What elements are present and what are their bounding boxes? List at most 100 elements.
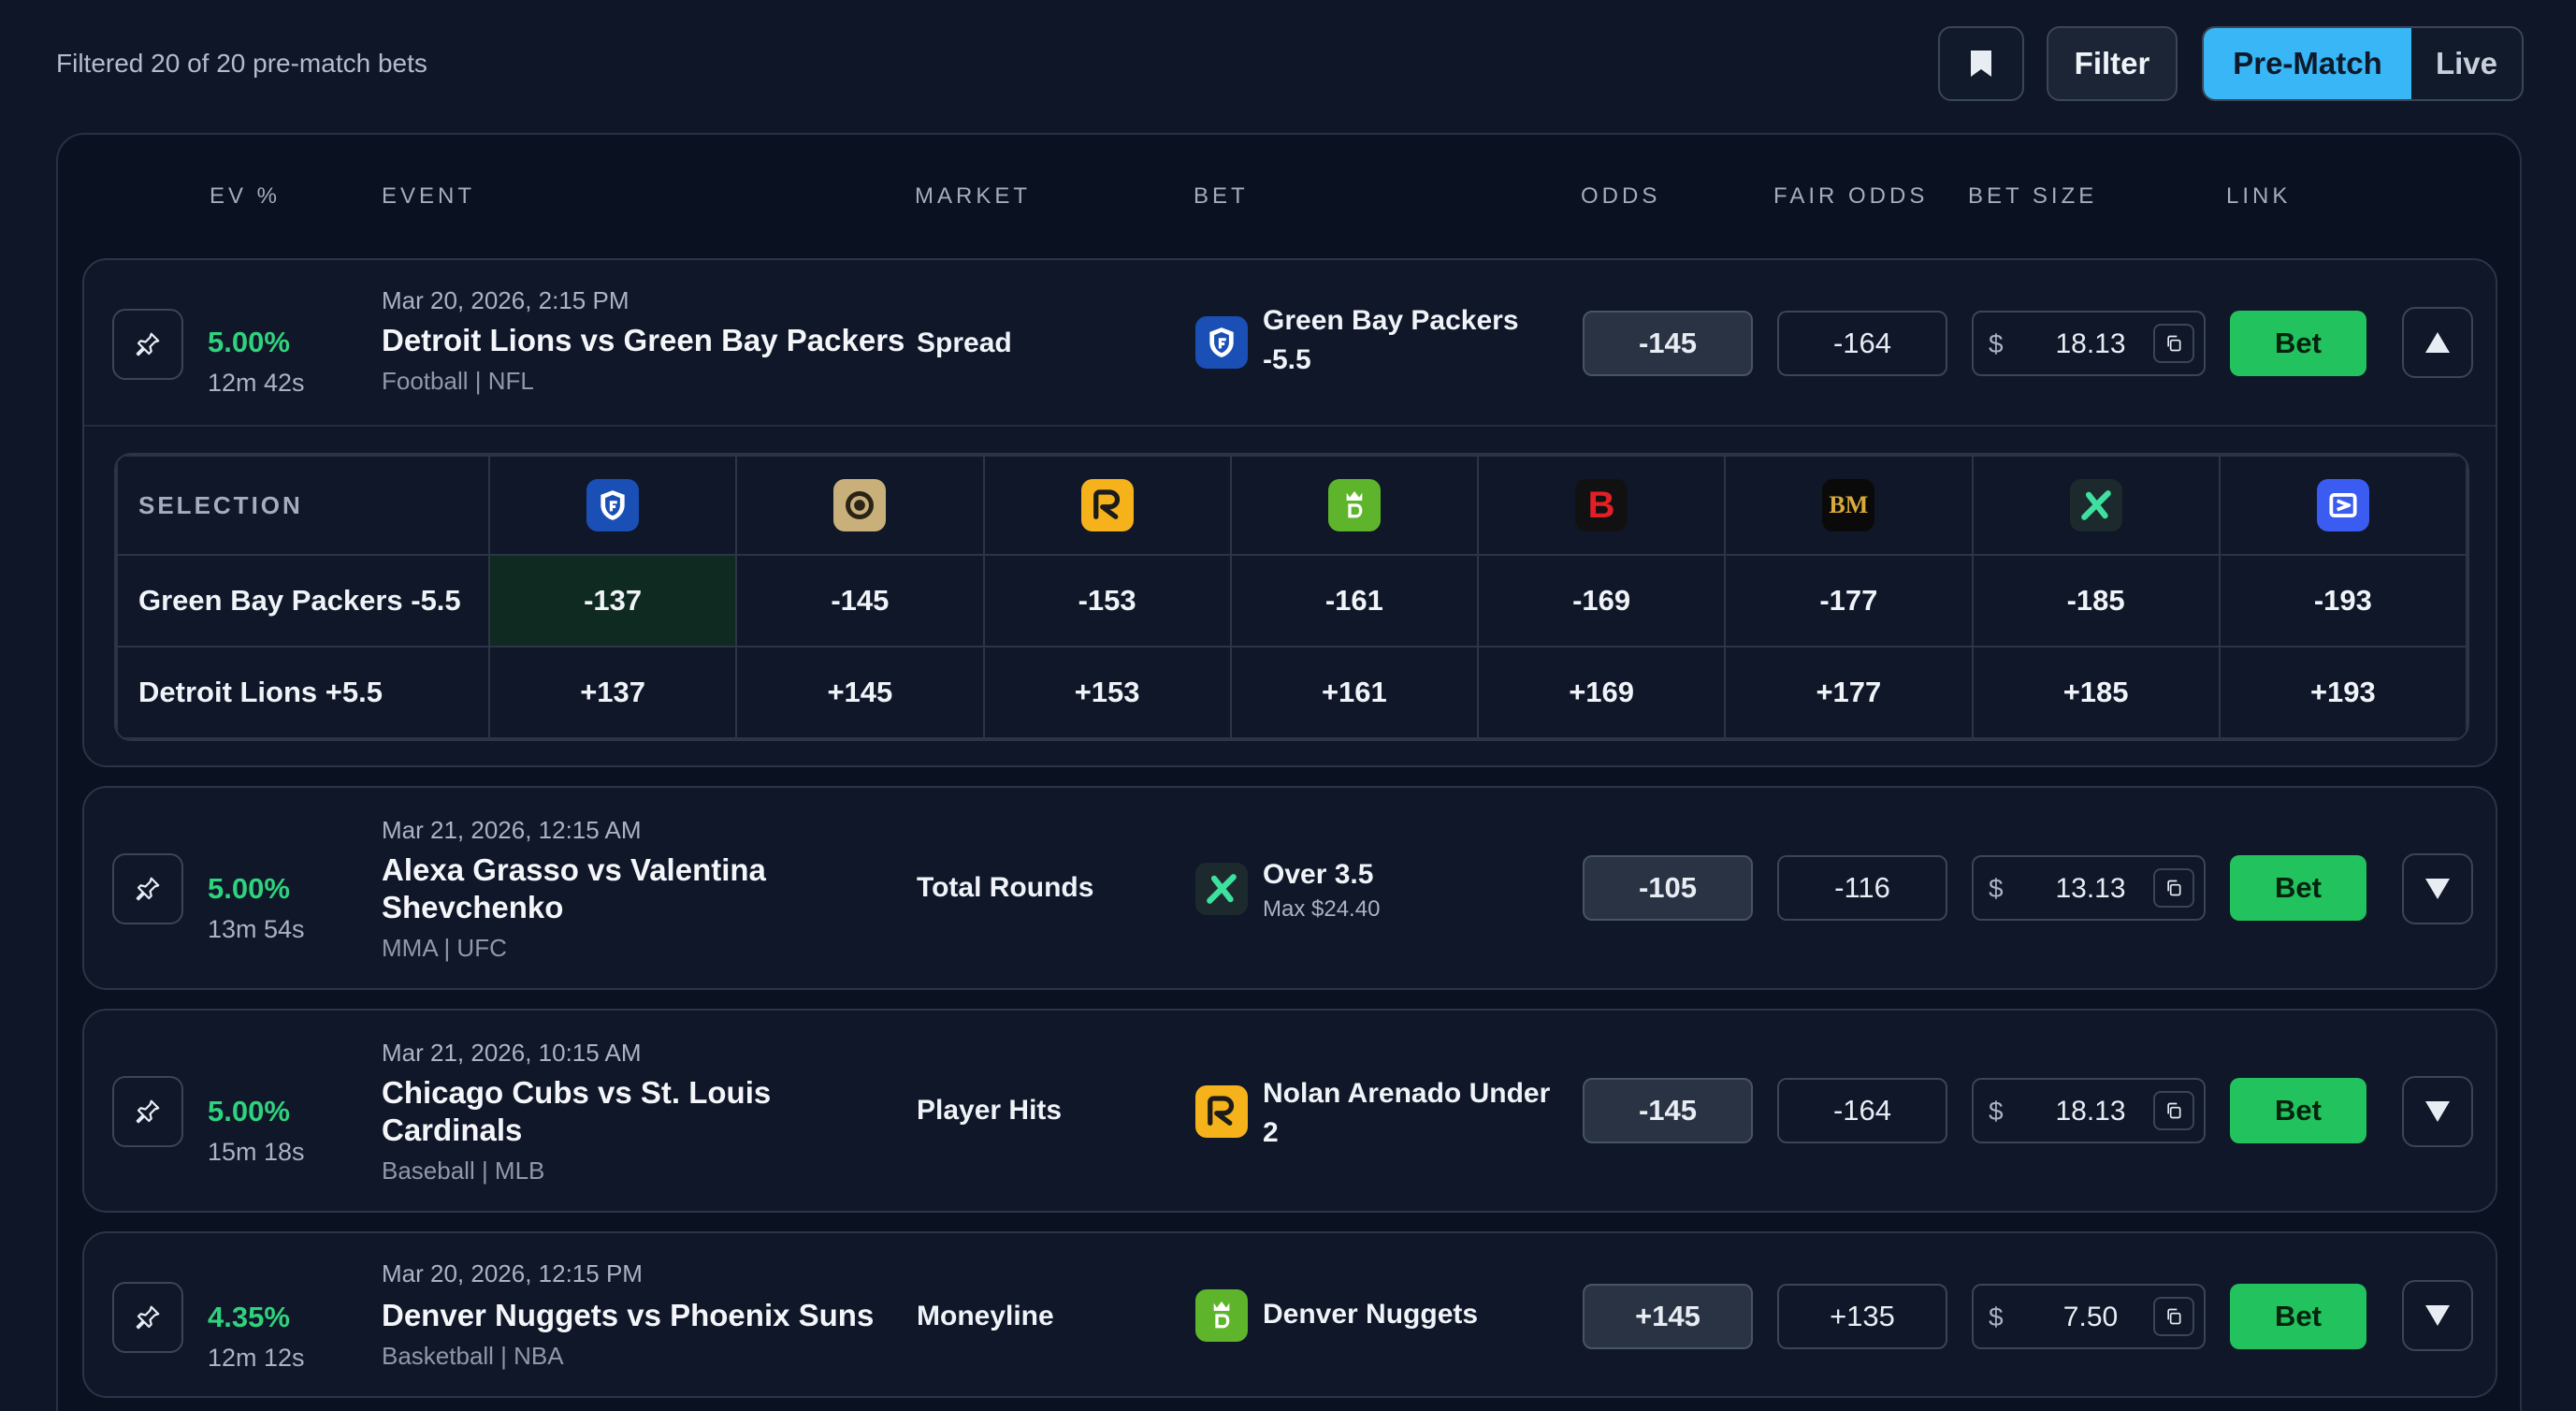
book-col-fanduel — [487, 455, 738, 556]
pin-button[interactable] — [112, 1282, 183, 1353]
column-header-odds[interactable]: ODDS — [1581, 183, 1661, 209]
copy-icon — [2167, 1102, 2181, 1119]
betonline-icon: B — [1575, 479, 1628, 531]
bet-selection: Green Bay Packers -5.5 — [1263, 305, 1519, 375]
odds-cell[interactable]: -153 — [982, 554, 1232, 647]
bet-row: 5.00% 15m 18s Mar 21, 2026, 10:15 AM Chi… — [82, 1009, 2497, 1213]
odds-cell[interactable]: +185 — [1971, 646, 2221, 739]
pin-button[interactable] — [112, 1076, 183, 1147]
bet-button[interactable]: Bet — [2230, 855, 2366, 921]
copy-icon — [2167, 880, 2181, 896]
event-league: MMA | UFC — [382, 934, 507, 962]
ev-percent: 5.00% — [208, 1095, 290, 1127]
odds-cell[interactable]: +161 — [1229, 646, 1480, 739]
chevron-up-icon — [2425, 332, 2450, 353]
copy-icon — [2167, 1308, 2181, 1325]
odds-cell[interactable]: -161 — [1229, 554, 1480, 647]
event-league: Basketball | NBA — [382, 1342, 564, 1370]
column-header-event[interactable]: EVENT — [382, 183, 476, 209]
tab-pre-match[interactable]: Pre-Match — [2204, 28, 2411, 99]
odds-cell[interactable]: -177 — [1724, 554, 1974, 647]
bet-row: 4.35% 12m 12s Mar 20, 2026, 12:15 PM Den… — [82, 1231, 2497, 1398]
column-header-bet[interactable]: BET — [1194, 183, 1249, 209]
draftkings-icon — [1195, 1289, 1248, 1342]
odds-cell[interactable]: +137 — [487, 646, 738, 739]
fair-odds-value: +135 — [1777, 1284, 1947, 1349]
bet-age: 12m 12s — [208, 1344, 305, 1372]
selection-row: Detroit Lions +5.5 +137 +145 +153 +161 +… — [116, 646, 2467, 739]
filter-button[interactable]: Filter — [2047, 26, 2178, 101]
odds-cell[interactable]: +153 — [982, 646, 1232, 739]
bet-size-field[interactable]: $ 7.50 — [1972, 1284, 2206, 1349]
bet-size-amount[interactable]: 18.13 — [2055, 328, 2126, 359]
bet-button[interactable]: Bet — [2230, 1078, 2366, 1143]
odds-cell[interactable]: -193 — [2218, 554, 2467, 647]
bet-selection: Over 3.5 — [1263, 859, 1374, 890]
collapse-button[interactable] — [2402, 307, 2473, 378]
ev-percent: 4.35% — [208, 1301, 290, 1333]
bet-size-field[interactable]: $ 13.13 — [1972, 855, 2206, 921]
bookmark-icon — [1971, 51, 1991, 77]
draftkings-icon — [1327, 479, 1381, 531]
bm-book-icon: BM — [1822, 479, 1875, 531]
column-header-ev[interactable]: EV % — [210, 183, 282, 209]
market-name: Player Hits — [917, 1095, 1063, 1126]
selection-label: Green Bay Packers -5.5 — [116, 554, 490, 647]
copy-button[interactable] — [2153, 1091, 2194, 1130]
max-bet: Max $24.40 — [1263, 896, 1381, 922]
tab-live[interactable]: Live — [2435, 46, 2498, 80]
odds-cell[interactable]: -185 — [1971, 554, 2221, 647]
pin-button[interactable] — [112, 853, 183, 924]
odds-cell-best[interactable]: -137 — [487, 554, 738, 647]
expand-button[interactable] — [2402, 1280, 2473, 1351]
x-book-icon — [1195, 863, 1248, 915]
ev-percent: 5.00% — [208, 326, 290, 358]
bet-button[interactable]: Bet — [2230, 311, 2366, 376]
bookmark-button[interactable] — [1938, 26, 2024, 101]
currency-symbol: $ — [1989, 329, 2004, 358]
bet-size-amount[interactable]: 13.13 — [2055, 873, 2126, 904]
r-book-icon — [1195, 1085, 1248, 1138]
odds-cell[interactable]: +145 — [735, 646, 985, 739]
fanduel-icon — [586, 479, 640, 531]
odds-cell[interactable]: +193 — [2218, 646, 2467, 739]
bet-size-field[interactable]: $ 18.13 — [1972, 311, 2206, 376]
event-date: Mar 21, 2026, 12:15 AM — [382, 816, 642, 844]
book-col-r — [982, 455, 1232, 556]
odds-cell[interactable]: +169 — [1476, 646, 1727, 739]
selection-label: Detroit Lions +5.5 — [116, 646, 490, 739]
bet-size-amount[interactable]: 18.13 — [2055, 1096, 2126, 1127]
odds-value: -105 — [1583, 855, 1753, 921]
book-col-betonline: B — [1476, 455, 1727, 556]
event-date: Mar 20, 2026, 2:15 PM — [382, 286, 630, 314]
bet-size-field[interactable]: $ 18.13 — [1972, 1078, 2206, 1143]
bet-button[interactable]: Bet — [2230, 1284, 2366, 1349]
column-header-market[interactable]: MARKET — [915, 183, 1032, 209]
ev-percent: 5.00% — [208, 872, 290, 905]
odds-cell[interactable]: -169 — [1476, 554, 1727, 647]
pin-icon — [136, 332, 160, 356]
expand-button[interactable] — [2402, 853, 2473, 924]
bet-size-amount[interactable]: 7.50 — [2062, 1302, 2119, 1332]
blue-book-icon — [2316, 479, 2369, 531]
column-header-bet-size[interactable]: BET SIZE — [1968, 183, 2098, 209]
copy-button[interactable] — [2153, 324, 2194, 363]
expand-button[interactable] — [2402, 1076, 2473, 1147]
odds-cell[interactable]: +177 — [1724, 646, 1974, 739]
bet-age: 15m 18s — [208, 1138, 305, 1166]
pin-button[interactable] — [112, 309, 183, 380]
book-col-bm: BM — [1724, 455, 1974, 556]
bet-row-expanded: 5.00% 12m 42s Mar 20, 2026, 2:15 PM Detr… — [82, 258, 2497, 767]
copy-button[interactable] — [2153, 1297, 2194, 1336]
odds-cell[interactable]: -145 — [735, 554, 985, 647]
bet-age: 12m 42s — [208, 369, 305, 397]
currency-symbol: $ — [1989, 1097, 2004, 1126]
copy-button[interactable] — [2153, 868, 2194, 908]
event-title: Alexa Grasso vs Valentina Shevchenko — [382, 852, 766, 924]
column-header-fair-odds[interactable]: FAIR ODDS — [1773, 183, 1929, 209]
bet-row: 5.00% 13m 54s Mar 21, 2026, 12:15 AM Ale… — [82, 786, 2497, 990]
chevron-down-icon — [2425, 1101, 2450, 1122]
market-name: Moneyline — [917, 1301, 1054, 1331]
column-header-link: LINK — [2226, 183, 2292, 209]
